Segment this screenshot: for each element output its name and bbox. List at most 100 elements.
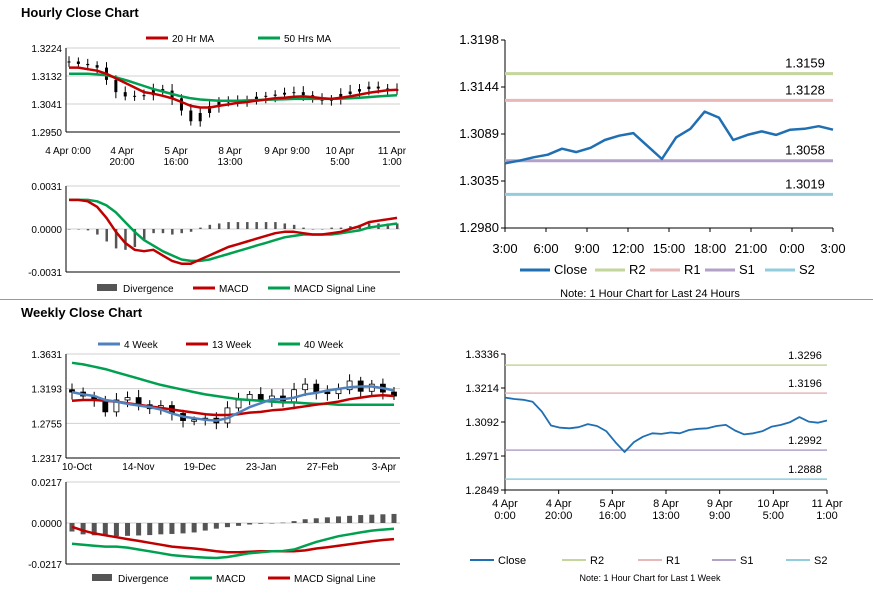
weekly-price-y-tick: 1.2317 <box>31 454 62 465</box>
weekly-hourly-y-tick: 1.2849 <box>465 485 499 497</box>
hourly-divergence-bar <box>161 229 165 234</box>
hourly-24h-y-tick: 1.3198 <box>459 32 499 47</box>
weekly-candle-body <box>391 391 397 397</box>
weekly-legend-divergence-swatch <box>92 574 112 581</box>
weekly-price-x-tick: 3-Apr <box>372 462 397 473</box>
weekly-macd-y-tick: 0.0217 <box>31 478 62 489</box>
hourly-candle-body <box>86 63 90 66</box>
weekly-divergence-bar <box>147 523 153 536</box>
weekly-hourly-level-label-r2: 1.3296 <box>788 350 822 362</box>
weekly-price-y-tick: 1.3193 <box>31 385 62 396</box>
weekly-divergence-bar <box>158 523 164 535</box>
hourly-legend-macd-label: MACD <box>219 284 248 295</box>
weekly-divergence-bar <box>180 523 186 534</box>
hourly-24h-level-label-r2: 1.3159 <box>785 56 825 71</box>
hourly-candle-body <box>67 61 71 63</box>
hourly-divergence-bar <box>124 229 127 250</box>
weekly-divergence-bar <box>302 519 308 523</box>
hourly-divergence-bar <box>199 227 202 229</box>
hourly-24h-x-tick: 18:00 <box>694 241 727 256</box>
hourly-price-y-tick: 1.3224 <box>31 44 62 55</box>
weekly-divergence-bar <box>335 516 341 523</box>
weekly-price-x-tick: 10-Oct <box>62 462 92 473</box>
hourly-price-x-tick: 10 Apr 5:00 <box>326 146 356 168</box>
weekly-divergence-bar <box>313 518 319 523</box>
weekly-divergence-bar <box>91 523 97 536</box>
hourly-divergence-bar <box>246 222 249 229</box>
hourly-candle-body <box>123 92 127 97</box>
weekly-divergence-bar <box>102 523 108 536</box>
weekly-hourly-x-tick: 9 Apr 9:00 <box>707 498 733 522</box>
hourly-divergence-bar <box>236 222 240 229</box>
hourly-candle-body <box>348 91 352 94</box>
hourly-candle-body <box>151 89 155 96</box>
hourly-price-x-tick: 11 Apr 1:00 <box>378 146 407 168</box>
hourly-divergence-bar <box>152 229 155 234</box>
hourly-24h-x-tick: 6:00 <box>533 241 558 256</box>
hourly-legend-ma20-label: 20 Hr MA <box>172 34 215 45</box>
hourly-price-x-tick: 4 Apr 20:00 <box>109 146 134 168</box>
hourly-24h-close-line <box>504 110 834 165</box>
weekly-macd-y-tick: -0.0217 <box>28 560 62 571</box>
weekly-macd-y-tick: 0.0000 <box>31 519 62 530</box>
hourly-24h-legend-label-r1: R1 <box>684 262 701 277</box>
hourly-24h-note: Note: 1 Hour Chart for Last 24 Hours <box>560 288 740 300</box>
hourly-24h-x-tick: 3:00 <box>820 241 845 256</box>
hourly-24h-y-tick: 1.2980 <box>459 220 499 235</box>
hourly-divergence-bar <box>274 222 277 229</box>
hourly-candle-body <box>114 79 118 93</box>
weekly-legend-divergence-label: Divergence <box>118 574 169 585</box>
hourly-divergence-bar <box>283 223 287 229</box>
hourly-divergence-bar <box>171 229 174 235</box>
weekly-candle-body <box>235 399 242 409</box>
hourly-candle-body <box>264 95 268 97</box>
hourly-24h-level-label-s1: 1.3058 <box>785 143 825 158</box>
weekly-hourly-level-label-r1: 1.3196 <box>788 378 822 390</box>
hourly-24h-x-tick: 21:00 <box>735 241 768 256</box>
weekly-legend-4wk-label: 4 Week <box>124 340 159 351</box>
hourly-divergence-bar <box>105 229 108 242</box>
hourly-divergence-bar <box>227 222 230 229</box>
hourly-24h-x-tick: 12:00 <box>612 241 645 256</box>
hourly-24h-legend-label-s1: S1 <box>739 262 755 277</box>
hourly-section-title: Hourly Close Chart <box>21 5 139 20</box>
hourly-signal-line <box>69 198 398 263</box>
weekly-divergence-bar <box>236 523 242 526</box>
hourly-legend-signal-label: MACD Signal Line <box>294 284 376 295</box>
hourly-candle-body <box>217 101 221 106</box>
weekly-divergence-bar <box>247 523 253 525</box>
weekly-hourly-x-tick: 11 Apr 1:00 <box>812 498 843 522</box>
weekly-signal-line <box>71 525 395 554</box>
weekly-divergence-bar <box>391 513 397 523</box>
weekly-divergence-bar <box>380 514 386 523</box>
hourly-divergence-bar <box>330 227 333 229</box>
weekly-hourly-legend-label-s2: S2 <box>814 555 827 567</box>
hourly-divergence-bar <box>68 229 71 230</box>
weekly-hourly-x-tick: 8 Apr 13:00 <box>652 498 680 522</box>
weekly-divergence-bar <box>280 522 286 524</box>
weekly-divergence-bar <box>202 523 208 531</box>
hourly-price-y-tick: 1.3132 <box>31 72 62 83</box>
weekly-divergence-bar <box>269 523 275 524</box>
hourly-24h-y-tick: 1.3089 <box>459 126 499 141</box>
weekly-divergence-bar <box>191 523 197 533</box>
weekly-hourly-legend-label-r1: R1 <box>666 555 680 567</box>
hourly-macd-y-tick: -0.0031 <box>28 268 62 279</box>
hourly-divergence-bar <box>96 229 99 235</box>
hourly-divergence-bar <box>396 223 399 229</box>
hourly-divergence-bar <box>321 229 324 230</box>
weekly-price-y-tick: 1.2755 <box>31 419 62 430</box>
weekly-candle-body <box>69 389 75 393</box>
weekly-legend-13wk-label: 13 Week <box>212 340 252 351</box>
weekly-hourly-y-tick: 1.3214 <box>465 383 499 395</box>
weekly-price-x-tick: 23-Jan <box>246 462 277 473</box>
hourly-divergence-bar <box>311 229 315 230</box>
hourly-24h-level-label-r1: 1.3128 <box>785 82 825 97</box>
weekly-legend-signal-label: MACD Signal Line <box>294 574 376 585</box>
hourly-price-y-tick: 1.2950 <box>31 128 62 139</box>
weekly-divergence-bar <box>213 523 219 529</box>
hourly-macd-y-tick: 0.0000 <box>31 225 62 236</box>
hourly-price-x-tick: 8 Apr 13:00 <box>217 146 242 168</box>
weekly-hourly-level-label-s1: 1.2992 <box>788 435 822 447</box>
weekly-hourly-y-tick: 1.2971 <box>465 451 499 463</box>
